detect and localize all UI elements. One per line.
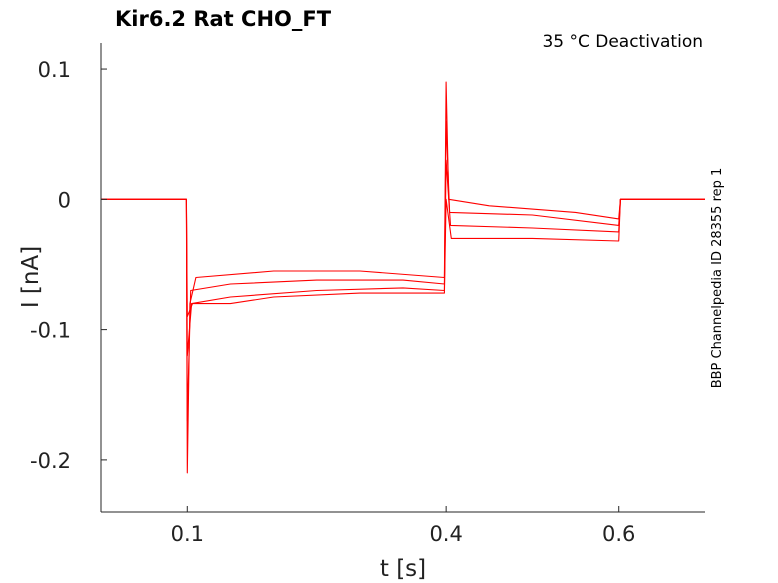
channelpedia-id-label: BBP Channelpedia ID 28355 rep 1 <box>710 168 725 389</box>
y-axis-label: I [nA] <box>18 246 44 308</box>
x-axis-label: t [s] <box>380 556 426 582</box>
current-trace-2 <box>101 120 705 422</box>
y-tick-label: 0.1 <box>38 58 71 82</box>
current-trace-4 <box>101 198 705 318</box>
current-trace-3 <box>101 159 705 357</box>
condition-annotation: 35 °C Deactivation <box>542 32 703 52</box>
chart-title: Kir6.2 Rat CHO_FT <box>115 7 332 31</box>
x-tick-label: 0.4 <box>429 522 462 546</box>
x-tick-label: 0.6 <box>602 522 635 546</box>
y-tick-group: 0.1 0 -0.1 -0.2 <box>30 58 107 473</box>
y-tick-label: -0.2 <box>30 449 71 473</box>
x-tick-label: 0.1 <box>171 522 204 546</box>
y-tick-label: 0 <box>58 188 71 212</box>
trace-group <box>101 81 705 474</box>
y-tick-label: -0.1 <box>30 319 71 343</box>
current-trace-1 <box>101 81 705 474</box>
x-tick-group: 0.1 0.4 0.6 <box>171 506 635 546</box>
